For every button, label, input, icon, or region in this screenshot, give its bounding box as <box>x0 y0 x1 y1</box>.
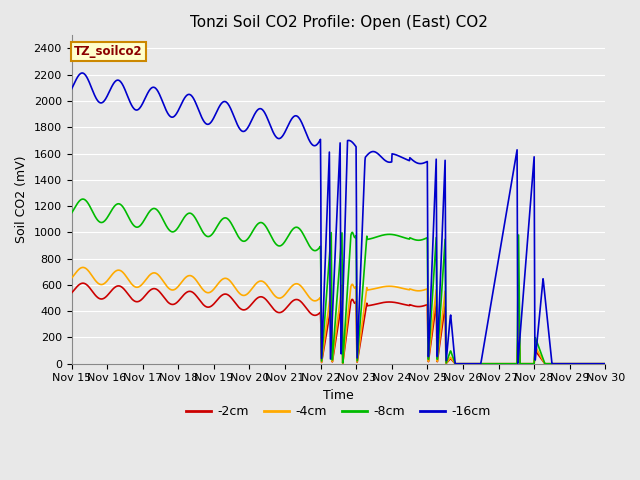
Title: Tonzi Soil CO2 Profile: Open (East) CO2: Tonzi Soil CO2 Profile: Open (East) CO2 <box>189 15 488 30</box>
Text: TZ_soilco2: TZ_soilco2 <box>74 45 143 58</box>
X-axis label: Time: Time <box>323 389 354 402</box>
Legend: -2cm, -4cm, -8cm, -16cm: -2cm, -4cm, -8cm, -16cm <box>182 400 495 423</box>
Y-axis label: Soil CO2 (mV): Soil CO2 (mV) <box>15 156 28 243</box>
